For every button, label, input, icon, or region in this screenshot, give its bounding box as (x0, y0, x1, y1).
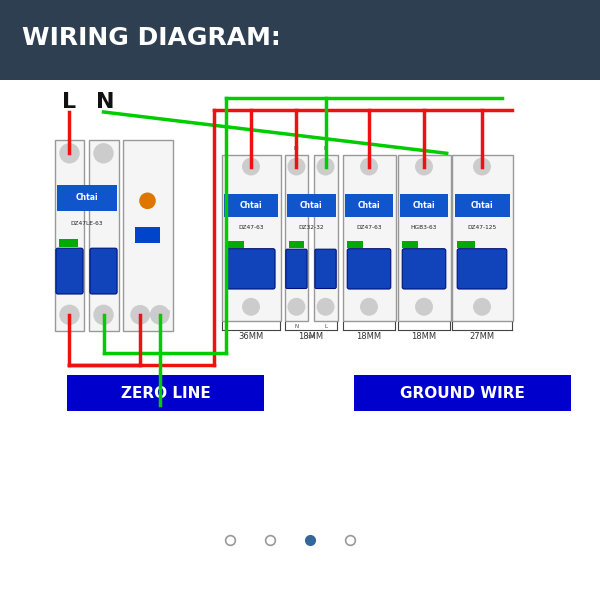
Text: out: out (307, 334, 316, 339)
Circle shape (474, 158, 490, 175)
FancyBboxPatch shape (315, 249, 336, 289)
Text: 18MM: 18MM (356, 332, 382, 341)
FancyBboxPatch shape (221, 154, 281, 320)
FancyBboxPatch shape (286, 249, 307, 289)
Text: DZ47-63: DZ47-63 (238, 225, 264, 230)
FancyBboxPatch shape (59, 238, 78, 247)
Circle shape (317, 158, 334, 175)
FancyBboxPatch shape (56, 185, 116, 211)
FancyBboxPatch shape (227, 248, 275, 289)
Text: N: N (295, 324, 299, 329)
Text: Chtai: Chtai (239, 201, 262, 210)
FancyBboxPatch shape (224, 194, 278, 217)
Text: 18MM: 18MM (298, 332, 323, 341)
Circle shape (151, 305, 169, 324)
Text: GROUND WIRE: GROUND WIRE (400, 385, 525, 401)
Text: 36MM: 36MM (238, 332, 263, 341)
Text: IN: IN (293, 146, 299, 151)
FancyBboxPatch shape (284, 154, 308, 320)
Text: ZERO LINE: ZERO LINE (121, 385, 211, 401)
Circle shape (243, 158, 259, 175)
FancyBboxPatch shape (398, 154, 451, 320)
Text: 18MM: 18MM (412, 332, 437, 341)
Circle shape (474, 299, 490, 315)
Circle shape (131, 305, 149, 324)
FancyBboxPatch shape (345, 194, 393, 217)
Text: N: N (165, 310, 169, 316)
FancyBboxPatch shape (400, 194, 448, 217)
FancyBboxPatch shape (90, 248, 117, 294)
FancyBboxPatch shape (0, 0, 600, 80)
Text: Chtai: Chtai (75, 193, 98, 202)
FancyBboxPatch shape (347, 241, 363, 248)
Circle shape (361, 158, 377, 175)
Text: 27MM: 27MM (469, 332, 494, 341)
FancyBboxPatch shape (55, 139, 85, 331)
Text: WIRING DIAGRAM:: WIRING DIAGRAM: (22, 26, 281, 50)
FancyBboxPatch shape (89, 139, 119, 331)
FancyBboxPatch shape (455, 194, 509, 217)
Text: DZ47-125: DZ47-125 (467, 225, 497, 230)
Circle shape (60, 144, 79, 163)
FancyBboxPatch shape (56, 248, 83, 294)
FancyBboxPatch shape (135, 227, 160, 243)
FancyBboxPatch shape (314, 154, 337, 320)
Circle shape (243, 299, 259, 315)
FancyBboxPatch shape (122, 139, 173, 331)
Circle shape (140, 193, 155, 208)
Text: DZ47LE-63: DZ47LE-63 (70, 221, 103, 226)
Text: N: N (323, 146, 328, 151)
Circle shape (416, 299, 432, 315)
FancyBboxPatch shape (67, 375, 264, 411)
Text: L: L (324, 324, 327, 329)
Text: DZ47-63: DZ47-63 (356, 225, 382, 230)
FancyBboxPatch shape (343, 154, 395, 320)
FancyBboxPatch shape (402, 241, 418, 248)
Circle shape (288, 299, 305, 315)
FancyBboxPatch shape (402, 248, 446, 289)
Circle shape (416, 158, 432, 175)
FancyBboxPatch shape (457, 248, 507, 289)
Circle shape (317, 299, 334, 315)
Circle shape (361, 299, 377, 315)
FancyBboxPatch shape (226, 241, 244, 248)
Text: HGB3-63: HGB3-63 (411, 225, 437, 230)
Circle shape (94, 305, 113, 324)
Text: Chtai: Chtai (413, 201, 436, 210)
Text: Chtai: Chtai (470, 201, 493, 210)
FancyBboxPatch shape (354, 375, 571, 411)
Text: L: L (62, 92, 77, 112)
Text: N: N (96, 92, 115, 112)
Text: Chtai: Chtai (299, 201, 322, 210)
Text: DZ32-32: DZ32-32 (298, 225, 324, 230)
Circle shape (60, 305, 79, 324)
Text: Chtai: Chtai (358, 201, 380, 210)
FancyBboxPatch shape (287, 194, 335, 217)
Circle shape (288, 158, 305, 175)
Circle shape (94, 144, 113, 163)
FancyBboxPatch shape (347, 248, 391, 289)
FancyBboxPatch shape (289, 241, 304, 248)
FancyBboxPatch shape (457, 241, 475, 248)
FancyBboxPatch shape (452, 154, 512, 320)
